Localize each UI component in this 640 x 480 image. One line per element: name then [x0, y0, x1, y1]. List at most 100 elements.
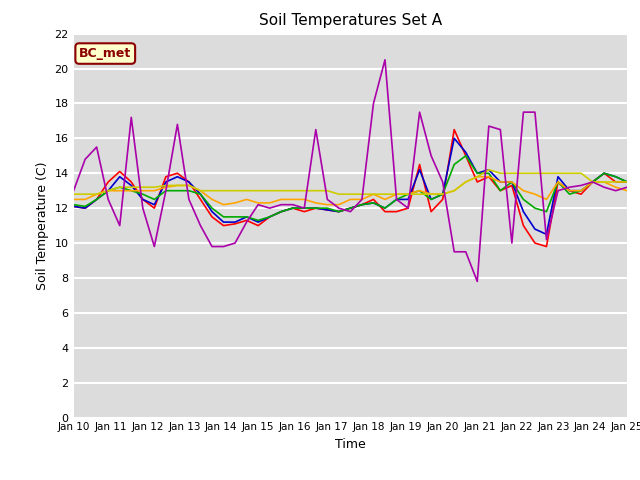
-2cm — [531, 240, 539, 246]
-4cm — [520, 209, 527, 215]
-8cm — [208, 205, 216, 211]
Theta_Temp — [162, 188, 170, 193]
Theta_Temp — [81, 156, 89, 162]
Theta_Temp — [70, 188, 77, 193]
-8cm — [497, 188, 504, 193]
-32cm — [116, 184, 124, 190]
-32cm — [589, 179, 596, 185]
-2cm — [116, 168, 124, 174]
-8cm — [220, 214, 227, 220]
Line: -2cm: -2cm — [74, 130, 627, 247]
-16cm — [370, 192, 378, 197]
-16cm — [612, 184, 620, 190]
Theta_Temp — [185, 196, 193, 202]
Theta_Temp — [520, 109, 527, 115]
-2cm — [600, 170, 608, 176]
-2cm — [312, 205, 319, 211]
-8cm — [196, 192, 204, 197]
-16cm — [543, 196, 550, 202]
-8cm — [589, 179, 596, 185]
Theta_Temp — [312, 127, 319, 132]
-4cm — [485, 167, 493, 173]
-8cm — [104, 188, 112, 193]
-32cm — [497, 170, 504, 176]
-8cm — [335, 209, 342, 215]
-4cm — [347, 205, 355, 211]
-32cm — [462, 179, 470, 185]
-8cm — [474, 170, 481, 176]
-16cm — [150, 188, 158, 193]
-32cm — [196, 188, 204, 193]
-2cm — [497, 188, 504, 193]
Theta_Temp — [497, 127, 504, 132]
-16cm — [566, 188, 573, 193]
-4cm — [289, 205, 296, 211]
-16cm — [347, 196, 355, 202]
-16cm — [497, 179, 504, 185]
-2cm — [381, 209, 389, 215]
-16cm — [243, 196, 250, 202]
-4cm — [370, 200, 378, 206]
-32cm — [312, 188, 319, 193]
-32cm — [428, 192, 435, 197]
-4cm — [81, 205, 89, 211]
-16cm — [600, 179, 608, 185]
Theta_Temp — [335, 205, 342, 211]
-2cm — [70, 204, 77, 209]
-32cm — [474, 174, 481, 180]
-4cm — [508, 179, 516, 185]
-4cm — [612, 174, 620, 180]
Theta_Temp — [150, 244, 158, 250]
-2cm — [566, 188, 573, 193]
-8cm — [347, 205, 355, 211]
-32cm — [623, 179, 631, 185]
-32cm — [508, 170, 516, 176]
-32cm — [393, 192, 401, 197]
-16cm — [485, 174, 493, 180]
-16cm — [451, 188, 458, 193]
-32cm — [277, 188, 285, 193]
-2cm — [370, 196, 378, 202]
-16cm — [577, 188, 585, 193]
Theta_Temp — [393, 196, 401, 202]
-2cm — [358, 202, 366, 207]
-16cm — [623, 188, 631, 193]
-4cm — [462, 149, 470, 155]
Theta_Temp — [623, 184, 631, 190]
-8cm — [612, 174, 620, 180]
-4cm — [104, 188, 112, 193]
-8cm — [462, 153, 470, 159]
Theta_Temp — [404, 205, 412, 211]
-8cm — [266, 214, 273, 220]
-2cm — [243, 217, 250, 223]
Theta_Temp — [93, 144, 100, 150]
-8cm — [531, 205, 539, 211]
-2cm — [220, 223, 227, 228]
-8cm — [451, 162, 458, 168]
-2cm — [104, 179, 112, 185]
Theta_Temp — [300, 205, 308, 211]
-16cm — [531, 192, 539, 197]
-4cm — [173, 174, 181, 180]
-4cm — [451, 135, 458, 141]
-2cm — [323, 207, 331, 213]
-4cm — [543, 231, 550, 237]
Line: -4cm: -4cm — [74, 138, 627, 234]
-8cm — [81, 204, 89, 209]
-32cm — [289, 188, 296, 193]
-16cm — [254, 200, 262, 206]
Theta_Temp — [104, 196, 112, 202]
-2cm — [289, 205, 296, 211]
Line: -32cm: -32cm — [74, 170, 627, 194]
-32cm — [254, 188, 262, 193]
-8cm — [150, 196, 158, 202]
-16cm — [81, 196, 89, 202]
-32cm — [566, 170, 573, 176]
-16cm — [462, 179, 470, 185]
-16cm — [104, 188, 112, 193]
-4cm — [231, 219, 239, 225]
-2cm — [554, 179, 562, 185]
Theta_Temp — [428, 153, 435, 159]
Theta_Temp — [127, 115, 135, 120]
X-axis label: Time: Time — [335, 438, 366, 451]
